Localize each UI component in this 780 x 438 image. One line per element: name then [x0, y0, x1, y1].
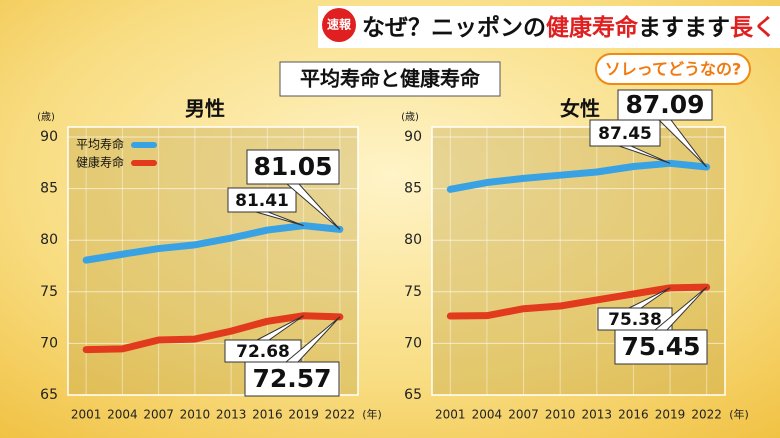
legend-label: 健康寿命: [76, 155, 124, 170]
x-tick-label: 2004: [472, 408, 503, 422]
headline-part: 健康寿命: [546, 14, 639, 41]
x-axis-label: (年): [362, 407, 382, 421]
callout-box: [617, 89, 713, 121]
y-tick-label: 65: [404, 387, 422, 403]
headline-part: 長く: [730, 15, 776, 41]
x-tick-label: 2022: [691, 408, 722, 422]
headline: なぜ？ニッポンの健康寿命ますます長く: [362, 14, 776, 41]
series-line: [82, 222, 344, 264]
callout-box: [614, 329, 708, 365]
headline-box: [318, 6, 780, 48]
x-tick-label: 2001: [71, 408, 102, 422]
x-tick-label: 2001: [435, 408, 466, 422]
y-axis-label: (歳): [401, 111, 419, 123]
y-tick-label: 80: [404, 232, 422, 248]
data-label: 81.41: [235, 191, 289, 211]
x-tick-label: 2013: [216, 408, 247, 422]
subtitle-bubble: [595, 53, 751, 85]
y-tick-label: 90: [40, 129, 58, 145]
data-label: 75.38: [608, 310, 662, 330]
panel-title: 男性: [185, 97, 225, 121]
series-line: [446, 159, 711, 193]
y-tick-label: 65: [40, 387, 58, 403]
x-tick-label: 2013: [582, 408, 613, 422]
subtitle: ソレってどうなの?: [605, 60, 741, 79]
y-tick-label: 80: [40, 232, 58, 248]
data-label: 72.68: [236, 342, 290, 362]
data-label: 72.57: [252, 364, 331, 393]
data-label: 87.09: [625, 90, 704, 119]
callout-box: [227, 187, 297, 213]
headline-part: なぜ？ニッポンの: [362, 14, 546, 41]
callout-box: [244, 361, 340, 397]
y-tick-label: 85: [40, 181, 58, 197]
y-tick-label: 70: [404, 335, 422, 351]
badge-circle: [322, 8, 356, 42]
data-label: 81.05: [253, 152, 332, 181]
title-box: [279, 61, 501, 97]
data-label: 87.45: [598, 124, 652, 144]
title: 平均寿命と健康寿命: [300, 67, 481, 91]
x-tick-label: 2004: [107, 408, 138, 422]
x-tick-label: 2022: [325, 408, 356, 422]
y-tick-label: 75: [40, 284, 58, 300]
badge: 速報: [327, 17, 352, 32]
y-tick-label: 75: [404, 284, 422, 300]
x-tick-label: 2019: [655, 408, 686, 422]
callout-box: [589, 119, 661, 147]
x-axis-label: (年): [729, 407, 749, 421]
x-tick-label: 2019: [288, 408, 319, 422]
x-tick-label: 2007: [508, 408, 539, 422]
y-tick-label: 70: [40, 335, 58, 351]
callout-box: [246, 149, 340, 185]
headline-part: ますます: [638, 15, 730, 41]
x-tick-label: 2007: [143, 408, 174, 422]
y-axis-label: (歳): [37, 111, 55, 123]
series-line: [82, 312, 344, 354]
panel-title: 女性: [560, 97, 600, 121]
x-tick-label: 2010: [545, 408, 576, 422]
legend-label: 平均寿命: [76, 137, 124, 152]
x-tick-label: 2016: [618, 408, 649, 422]
series-line: [446, 283, 711, 320]
y-tick-label: 90: [404, 129, 422, 145]
data-label: 75.45: [621, 332, 700, 361]
y-tick-label: 85: [404, 181, 422, 197]
x-tick-label: 2016: [252, 408, 283, 422]
x-tick-label: 2010: [180, 408, 211, 422]
